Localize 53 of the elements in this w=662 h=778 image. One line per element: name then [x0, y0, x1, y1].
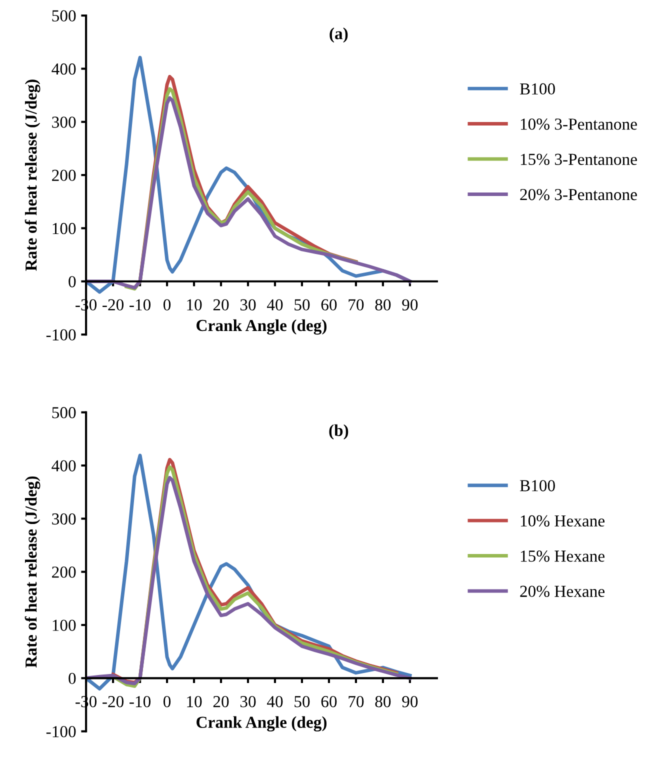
y-tick-label: 300: [52, 116, 76, 128]
y-tick-label: 500: [52, 10, 76, 22]
x-tick-label: 20: [213, 299, 229, 310]
legend-label: B100: [520, 83, 555, 95]
x-tick-label: 20: [213, 696, 229, 708]
x-tick-label: 90: [402, 696, 418, 708]
x-tick-label: 40: [266, 299, 283, 310]
y-tick-label: 400: [52, 460, 76, 472]
legend-label: 15% Hexane: [520, 550, 604, 562]
x-tick-label: -20: [102, 299, 124, 310]
x-tick-label: 30: [240, 299, 256, 310]
y-tick-label: 400: [52, 63, 76, 75]
y-tick-label: 500: [52, 407, 76, 418]
x-tick-label: -20: [102, 696, 124, 708]
y-tick-label: 200: [52, 170, 76, 181]
x-tick-label: 50: [294, 696, 310, 708]
x-tick-label: 90: [402, 299, 418, 310]
legend-label: 15% 3-Pentanone: [520, 154, 637, 166]
y-tick-label: -100: [46, 726, 76, 738]
legend-label: 10% 3-Pentanone: [520, 118, 637, 130]
y-tick-label: 0: [68, 672, 76, 684]
x-tick-label: -10: [130, 696, 151, 708]
y-tick-label: 0: [68, 276, 76, 288]
x-tick-label: 60: [321, 299, 337, 310]
x-tick-label: 80: [375, 299, 391, 310]
y-axis-title: Rate of heat release (J/deg): [24, 476, 40, 668]
legend-label: 20% Hexane: [520, 586, 604, 598]
x-axis-title: Crank Angle (deg): [196, 716, 327, 732]
text: (b): [329, 424, 348, 440]
legend-label: B100: [520, 480, 555, 492]
x-axis-title: Crank Angle (deg): [196, 319, 327, 335]
x-tick-label: 0: [163, 696, 171, 708]
y-tick-label: -100: [46, 329, 76, 340]
x-tick-label: -10: [130, 299, 151, 310]
x-tick-label: 50: [294, 299, 310, 310]
y-axis-title: Rate of heat release (J/deg): [24, 80, 40, 271]
x-tick-label: 60: [321, 696, 337, 708]
y-tick-label: 300: [52, 513, 76, 525]
legend-label: 20% 3-Pentanone: [520, 188, 637, 200]
x-tick-label: 70: [348, 696, 364, 708]
text: (a): [330, 28, 348, 43]
x-tick-label: 40: [266, 696, 283, 708]
x-tick-label: 10: [187, 299, 202, 310]
y-tick-label: 200: [52, 566, 76, 578]
x-tick-label: 80: [375, 696, 391, 708]
y-tick-label: 100: [52, 222, 76, 234]
x-tick-label: 30: [240, 696, 256, 708]
x-tick-label: 0: [163, 299, 171, 310]
x-tick-label: 10: [187, 696, 202, 708]
legend-label: 10% Hexane: [520, 515, 604, 527]
line-series: [86, 96, 412, 290]
y-tick-label: 100: [52, 620, 76, 631]
x-tick-label: 70: [348, 299, 364, 310]
